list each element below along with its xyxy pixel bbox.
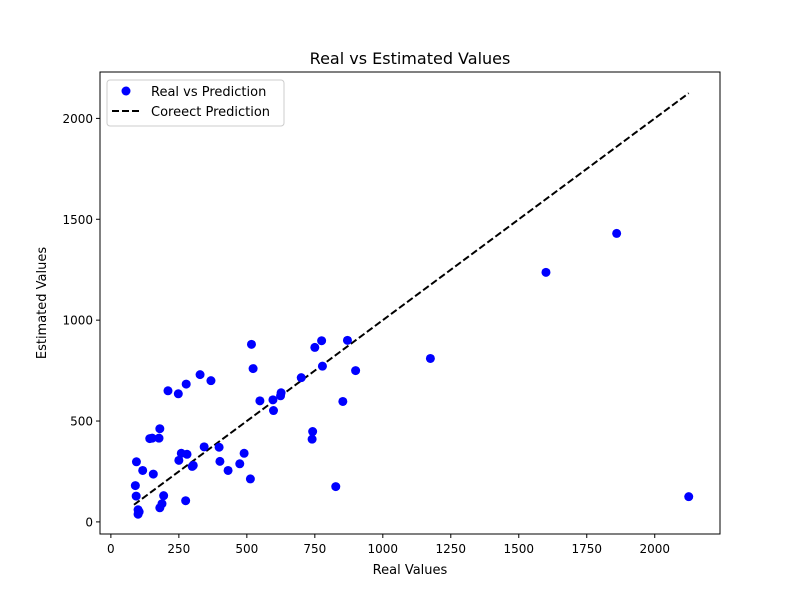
scatter-point — [239, 448, 249, 458]
x-tick-label: 2000 — [639, 542, 670, 556]
y-axis-ticks: 0 500 1000 1500 2000 — [62, 112, 100, 529]
scatter-point — [310, 342, 320, 352]
scatter-point — [351, 366, 361, 376]
scatter-point — [155, 424, 165, 434]
scatter-point — [195, 370, 205, 380]
x-tick-label: 250 — [167, 542, 190, 556]
x-axis-label: Real Values — [373, 563, 448, 578]
scatter-point — [307, 434, 317, 444]
scatter-point — [245, 474, 255, 484]
scatter-point — [235, 459, 245, 469]
scatter-point — [338, 396, 348, 406]
scatter-point — [223, 465, 233, 475]
y-tick-label: 2000 — [62, 112, 93, 126]
scatter-point — [181, 379, 191, 389]
legend-box — [106, 79, 285, 127]
scatter-point — [425, 353, 435, 363]
scatter-point — [182, 449, 192, 459]
scatter-point — [255, 396, 265, 406]
x-tick-label: 1250 — [436, 542, 467, 556]
scatter-point — [130, 481, 140, 491]
scatter-point — [131, 457, 141, 467]
scatter-point — [148, 469, 158, 479]
scatter-point — [206, 376, 216, 386]
x-tick-label: 1500 — [503, 542, 534, 556]
y-tick-label: 1000 — [62, 314, 93, 328]
scatter-point — [215, 456, 225, 466]
scatter-point — [134, 507, 144, 517]
scatter-point — [163, 386, 173, 396]
plot-area — [99, 71, 721, 535]
y-axis-label: Estimated Values — [35, 247, 50, 360]
scatter-point — [246, 339, 256, 349]
scatter-point — [317, 336, 327, 346]
scatter-point — [188, 460, 198, 470]
scatter-point — [138, 465, 148, 475]
scatter-point — [157, 499, 167, 509]
scatter-point — [174, 455, 184, 465]
y-tick-label: 1500 — [62, 213, 93, 227]
scatter-point — [131, 491, 141, 501]
scatter-point — [214, 442, 224, 452]
scatter-point — [248, 364, 258, 374]
scatter-point — [268, 395, 278, 405]
scatter-point — [199, 442, 209, 452]
correct-prediction-line — [133, 92, 690, 506]
legend-label-line: Coreect Prediction — [151, 105, 270, 120]
scatter-point — [541, 267, 551, 277]
scatter-point — [173, 389, 183, 399]
scatter-point — [147, 433, 157, 443]
scatter-point — [612, 228, 622, 238]
x-tick-label: 0 — [107, 542, 115, 556]
y-tick-label: 500 — [70, 415, 93, 429]
scatter-point — [181, 496, 191, 506]
legend-marker-scatter — [121, 86, 131, 96]
scatter-point — [268, 406, 278, 416]
scatter-point — [154, 433, 164, 443]
x-tick-label: 1000 — [368, 542, 399, 556]
scatter-point — [342, 335, 352, 345]
scatter-point — [317, 361, 327, 371]
y-tick-label: 0 — [85, 515, 93, 529]
legend: Real vs Prediction Coreect Prediction — [106, 79, 285, 127]
scatter-point — [276, 388, 286, 398]
prediction-line-layer — [133, 92, 690, 506]
scatter-point — [308, 427, 318, 437]
scatter-point — [331, 482, 341, 492]
legend-label-scatter: Real vs Prediction — [151, 85, 266, 100]
x-tick-label: 750 — [303, 542, 326, 556]
x-tick-label: 500 — [235, 542, 258, 556]
x-axis-ticks: 0 250 500 750 1000 1250 1500 1750 2000 — [107, 534, 670, 556]
scatter-point — [159, 491, 169, 501]
scatter-point — [684, 492, 694, 502]
axes-frame — [99, 71, 721, 535]
scatter-points-layer — [130, 228, 694, 519]
chart-title: Real vs Estimated Values — [310, 49, 511, 68]
x-tick-label: 1750 — [571, 542, 602, 556]
scatter-point — [296, 373, 306, 383]
